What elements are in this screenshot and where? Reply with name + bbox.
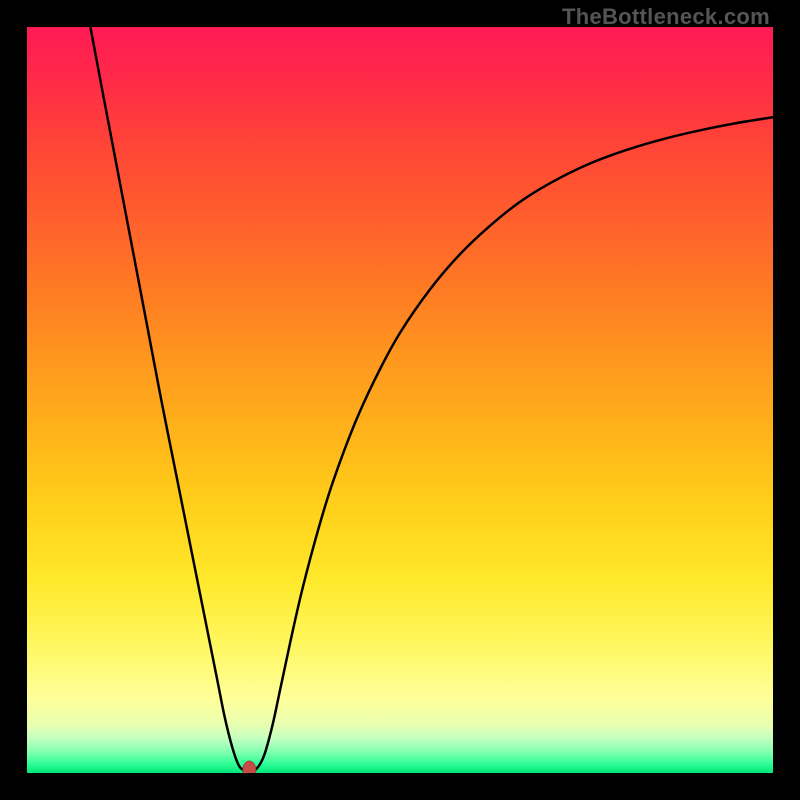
chart-svg <box>27 27 773 773</box>
watermark-text: TheBottleneck.com <box>562 4 770 30</box>
chart-container: TheBottleneck.com <box>0 0 800 800</box>
plot-area <box>27 27 773 773</box>
